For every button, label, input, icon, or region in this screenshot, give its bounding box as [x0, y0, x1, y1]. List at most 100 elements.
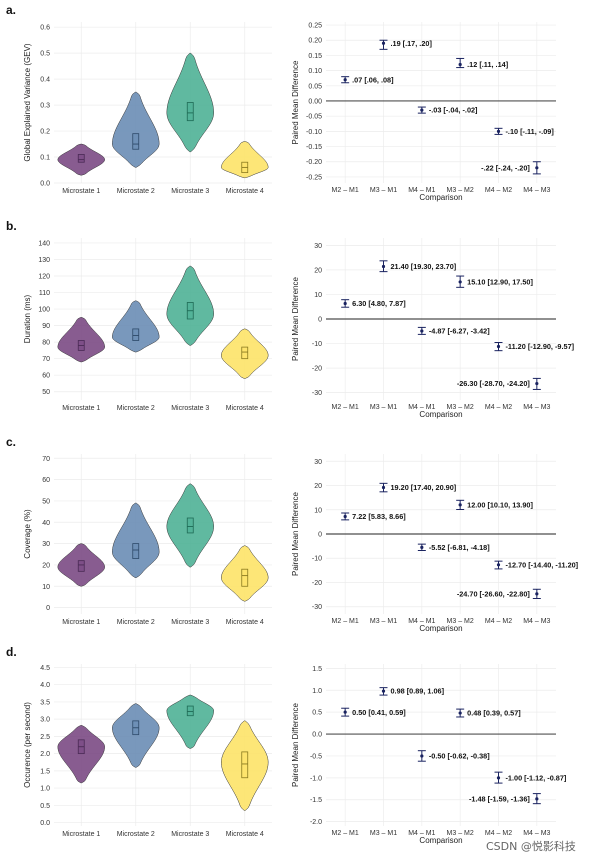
data-label: 6.30 [4.80, 7.87] — [352, 299, 406, 308]
mean-point — [381, 485, 386, 490]
difference-panel-1: -0.25 -0.20 -0.15 -0.10 -0.05 0.00 0.05 0.10 0.1… — [291, 22, 556, 202]
x-axis-title: Comparison — [419, 193, 462, 202]
x-tick-label: Microstate 1 — [62, 619, 100, 626]
data-label: 7.22 [5.83, 8.66] — [352, 512, 406, 521]
x-tick-label: M2 – M1 — [332, 187, 359, 194]
y-tick-label: 4.0 — [40, 682, 50, 689]
difference-panel-2: -30 -20 -10 0 10 20 30 M2 – M1 M3 – M1 M4 – M1 M3 … — [291, 238, 575, 419]
x-tick-label: M4 – M3 — [523, 618, 550, 625]
y-tick-label: 2.0 — [40, 751, 50, 758]
y-tick-label: 1.0 — [40, 786, 50, 793]
y-tick-label: 2.5 — [40, 734, 50, 741]
data-label: .07 [.06, .08] — [352, 75, 394, 84]
mean-point — [535, 166, 539, 170]
x-tick-label: M2 – M1 — [332, 830, 359, 837]
x-tick-label: Microstate 3 — [171, 619, 209, 626]
y-tick-label: -20 — [312, 366, 322, 373]
mean-point — [343, 710, 347, 714]
x-tick-label: Microstate 4 — [226, 619, 264, 626]
y-tick-label: 30 — [42, 541, 50, 548]
data-label: 12.00 [10.10, 13.90] — [467, 501, 533, 510]
boxplot-microstate-4 — [241, 346, 249, 360]
data-label: .19 [.17, .20] — [391, 39, 433, 48]
y-axis-title: Global Explained Variance (GEV) — [23, 43, 32, 161]
y-tick-label: 20 — [314, 483, 322, 490]
y-axis-title: Paired Mean Difference — [291, 703, 300, 787]
x-tick-label: Microstate 2 — [117, 619, 155, 626]
mean-point — [343, 78, 347, 82]
y-axis-title: Paired Mean Difference — [291, 60, 300, 144]
x-axis-title: Comparison — [419, 410, 462, 419]
y-tick-label: -1.0 — [310, 775, 322, 782]
y-tick-label: 4.5 — [40, 665, 50, 672]
data-label: 0.50 [0.41, 0.59] — [352, 708, 406, 717]
x-tick-label: M3 – M2 — [447, 830, 474, 837]
mean-point — [458, 62, 462, 67]
data-label: 21.40 [19.30, 23.70] — [391, 262, 457, 271]
boxplot-microstate-2 — [132, 328, 140, 341]
x-tick-label: Microstate 3 — [171, 188, 209, 195]
violin-microstate-2 — [112, 502, 160, 578]
y-tick-label: 10 — [314, 507, 322, 514]
y-tick-label: 70 — [42, 456, 50, 463]
data-label: 19.20 [17.40, 20.90] — [391, 483, 457, 492]
x-tick-label: Microstate 1 — [62, 188, 100, 195]
mean-point — [420, 754, 424, 758]
x-tick-label: M4 – M2 — [485, 187, 512, 194]
mean-point — [343, 514, 347, 519]
x-tick-label: Microstate 2 — [117, 188, 155, 195]
x-tick-label: M4 – M1 — [408, 404, 435, 411]
data-label: -.03 [-.04, -.02] — [429, 106, 478, 115]
mean-point — [343, 301, 347, 306]
y-tick-label: 1.5 — [40, 768, 50, 775]
mean-point — [535, 381, 539, 386]
violin-microstate-3 — [166, 694, 214, 749]
violin-microstate-2 — [112, 703, 160, 768]
data-label: -.22 [-.24, -.20] — [481, 163, 530, 172]
x-tick-label: M4 – M2 — [485, 618, 512, 625]
y-tick-label: -10 — [312, 556, 322, 563]
mean-point — [535, 797, 539, 801]
panel-label: b. — [6, 219, 17, 233]
y-axis-title: Occurence (per second) — [23, 702, 32, 788]
panel-label: d. — [6, 645, 17, 659]
boxplot-microstate-1 — [77, 154, 85, 163]
y-tick-label: -2.0 — [310, 819, 322, 826]
watermark-text: CSDN @悦影科技 — [486, 840, 576, 853]
y-tick-label: 0.1 — [40, 155, 50, 162]
x-tick-label: M3 – M1 — [370, 404, 397, 411]
mean-point — [381, 41, 386, 45]
boxplot-microstate-3 — [186, 705, 194, 717]
x-axis-title: Comparison — [419, 836, 462, 845]
y-tick-label: 0.4 — [40, 77, 50, 84]
y-tick-label: 0 — [318, 317, 322, 324]
boxplot-microstate-4 — [241, 751, 249, 779]
data-label: .12 [.11, .14] — [467, 60, 509, 69]
data-label: -1.48 [-1.59, -1.36] — [469, 794, 530, 803]
violin-microstate-2 — [112, 300, 160, 353]
y-tick-label: 120 — [38, 274, 50, 281]
y-tick-label: 3.5 — [40, 699, 50, 706]
y-tick-label: -0.10 — [306, 129, 322, 136]
data-label: 0.98 [0.89, 1.06] — [391, 687, 445, 696]
y-tick-label: 0.15 — [308, 53, 322, 60]
y-tick-label: 1.5 — [312, 666, 322, 673]
x-tick-label: Microstate 2 — [117, 405, 155, 412]
violin-microstate-2 — [112, 91, 160, 168]
y-axis-title: Paired Mean Difference — [291, 492, 300, 576]
y-tick-label: 50 — [42, 498, 50, 505]
difference-panel-4: -2.0 -1.5 -1.0 -0.5 0.0 0.5 1.0 1.5 M2 – M1 M3 – … — [291, 664, 567, 845]
data-label: -24.70 [-26.60, -22.80] — [457, 589, 531, 598]
y-tick-label: 0.3 — [40, 103, 50, 110]
y-tick-label: 0 — [46, 605, 50, 612]
mean-point — [458, 503, 462, 507]
y-tick-label: 0.0 — [40, 820, 50, 827]
x-tick-label: M3 – M2 — [447, 618, 474, 625]
x-tick-label: M3 – M1 — [370, 830, 397, 837]
data-label: -26.30 [-28.70, -24.20] — [457, 379, 531, 388]
boxplot-microstate-3 — [186, 517, 194, 534]
boxplot-microstate-2 — [132, 133, 140, 150]
violin-panel-3: 0 10 20 30 40 50 60 70 Microstate 1 Microstate 2 M… — [6, 435, 272, 626]
y-tick-label: -0.05 — [306, 114, 322, 121]
violin-microstate-1 — [57, 317, 105, 363]
